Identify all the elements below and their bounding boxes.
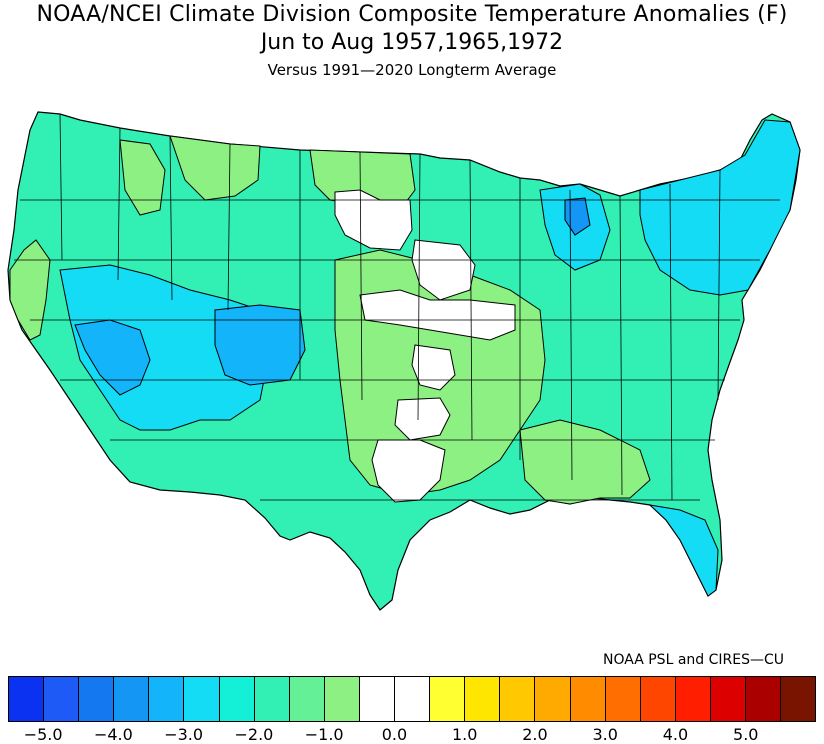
region-white-iowa — [359, 289, 516, 341]
legend-swatch — [535, 677, 571, 721]
legend-swatch — [500, 677, 536, 721]
legend-swatch — [465, 677, 501, 721]
map-title: NOAA/NCEI Climate Division Composite Tem… — [36, 2, 788, 27]
map-baseline: Versus 1991—2020 Longterm Average — [267, 61, 557, 79]
legend-swatch — [254, 677, 290, 721]
legend-swatch — [149, 677, 185, 721]
region-turquoise-florida — [648, 504, 719, 597]
legend-swatch — [640, 677, 676, 721]
legend-tick-label: 2.0 — [522, 725, 548, 744]
legend-swatch — [395, 677, 431, 721]
legend-swatch — [114, 677, 150, 721]
region-blue-nevada — [74, 319, 151, 396]
legend-tick-label: −5.0 — [23, 725, 63, 744]
legend-tick-label: 3.0 — [592, 725, 618, 744]
us-climate-division-map — [0, 100, 824, 620]
map-period: Jun to Aug 1957,1965,1972 — [260, 30, 564, 55]
map-svg — [7, 111, 801, 611]
legend-swatch — [430, 677, 466, 721]
legend-swatch — [44, 677, 80, 721]
legend-swatch — [710, 677, 746, 721]
legend-tick-label: 1.0 — [451, 725, 478, 744]
legend-swatch — [745, 677, 782, 721]
legend-swatch — [9, 677, 45, 721]
legend-tick-label: 5.0 — [733, 725, 759, 744]
legend-swatch — [219, 677, 255, 721]
legend-swatch — [781, 677, 816, 721]
legend-tick-labels: −5.0 −4.0 −3.0 −2.0 −1.0 0.0 1.0 2.0 3.0 4.0 5.0 — [0, 726, 824, 744]
legend-swatch — [605, 677, 641, 721]
region-light-green-southeast — [519, 419, 651, 505]
region-white-nebraska — [411, 239, 476, 301]
region-blue-colorado — [214, 304, 306, 386]
region-light-green-idaho — [119, 139, 166, 216]
legend-swatch — [184, 677, 220, 721]
legend-tick-label: −1.0 — [304, 725, 344, 744]
legend-swatch — [79, 677, 115, 721]
legend-swatch — [289, 677, 325, 721]
legend-swatch — [570, 677, 606, 721]
region-white-oklahoma — [394, 397, 451, 441]
legend-tick-label: −2.0 — [234, 725, 274, 744]
color-legend — [8, 676, 816, 722]
legend-swatch — [359, 677, 396, 721]
region-light-green-montana — [169, 135, 261, 201]
region-light-green-west — [9, 239, 51, 341]
division-borders — [14, 113, 780, 501]
legend-tick-label: 0.0 — [381, 725, 408, 744]
legend-tick-label: 4.0 — [662, 725, 689, 744]
legend-tick-label: −3.0 — [164, 725, 204, 744]
legend-tick-label: −4.0 — [93, 725, 133, 744]
region-blue-michigan-upper — [564, 197, 591, 236]
legend-swatch — [324, 677, 360, 721]
legend-swatch — [675, 677, 711, 721]
region-white-kansas — [411, 344, 456, 391]
credit-text: NOAA PSL and CIRES—CU — [603, 652, 784, 668]
region-white-sd — [334, 189, 413, 251]
